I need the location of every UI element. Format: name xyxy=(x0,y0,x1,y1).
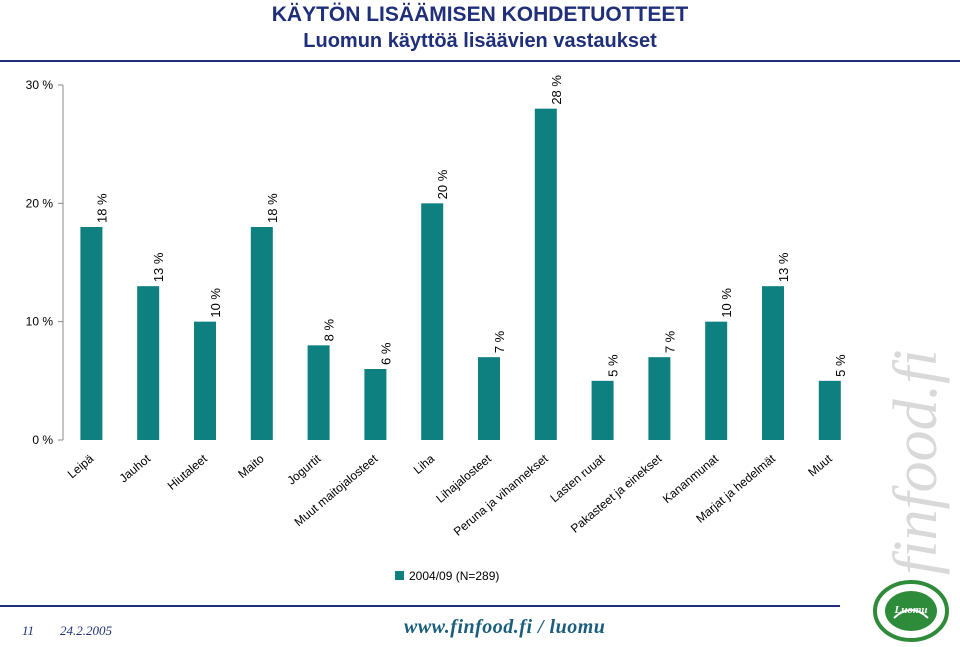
legend-label: 2004/09 (N=289) xyxy=(409,569,499,583)
data-label: 18 % xyxy=(265,193,280,223)
x-tick-label: Lihajalosteet xyxy=(433,451,494,505)
data-label: 7 % xyxy=(662,330,677,353)
data-label: 20 % xyxy=(435,169,450,199)
data-label: 18 % xyxy=(94,193,109,223)
data-label: 8 % xyxy=(322,318,337,341)
bar xyxy=(762,286,784,440)
svg-text:finfood.fi: finfood.fi xyxy=(882,349,950,575)
x-tick-label: Jogurtit xyxy=(284,451,324,487)
finfood-watermark-logo: finfood.fi xyxy=(882,349,950,575)
data-label: 5 % xyxy=(606,354,621,377)
bar-chart: 0 % 10 % 20 % 30 % 18 % Leipä 13 % Jauhot 10 % Hi… xyxy=(26,75,848,583)
x-tick-label: Lasten ruuat xyxy=(547,451,608,505)
y-tick-label: 10 % xyxy=(26,315,54,329)
page-number: 11 xyxy=(22,623,35,638)
data-label: 7 % xyxy=(492,330,507,353)
x-tick-label: Liha xyxy=(411,451,438,477)
bar xyxy=(705,321,728,440)
footer-url: www.finfood.fi / luomu xyxy=(404,616,606,638)
bar xyxy=(591,380,614,440)
bar xyxy=(80,227,103,440)
bar xyxy=(194,321,216,440)
data-label: 10 % xyxy=(208,288,223,318)
bar xyxy=(534,108,557,440)
data-label: 6 % xyxy=(378,342,393,365)
footer-divider xyxy=(0,605,840,607)
data-label: 13 % xyxy=(151,252,166,282)
x-tick-label: Maito xyxy=(235,451,267,481)
bar xyxy=(364,369,387,440)
x-tick-label: Jauhot xyxy=(117,451,154,485)
bar xyxy=(250,227,273,440)
data-label: 10 % xyxy=(719,288,734,318)
chart-title: KÄYTÖN LISÄÄMISEN KOHDETUOTTEET xyxy=(271,3,689,26)
x-tick-label: Hiutaleet xyxy=(165,451,211,493)
svg-text:Luomu: Luomu xyxy=(893,604,927,616)
data-label: 28 % xyxy=(549,75,564,105)
bar xyxy=(818,380,841,440)
y-tick-label: 20 % xyxy=(26,196,54,210)
bar xyxy=(478,357,500,440)
bar xyxy=(648,357,671,440)
data-label: 13 % xyxy=(776,252,791,282)
bar xyxy=(137,286,160,440)
y-tick-label: 30 % xyxy=(26,78,54,92)
luomu-seal-logo: Luomu xyxy=(873,580,949,642)
header-divider xyxy=(0,60,960,62)
x-tick-label: Leipä xyxy=(65,451,97,481)
footer-date: 24.2.2005 xyxy=(60,623,112,638)
bar xyxy=(421,203,444,440)
y-tick-label: 0 % xyxy=(32,433,53,447)
data-label: 5 % xyxy=(833,354,848,377)
chart-subtitle: Luomun käyttöä lisäävien vastaukset xyxy=(303,30,657,52)
x-tick-label: Peruna ja vihannekset xyxy=(451,451,551,538)
x-tick-label: Muut xyxy=(805,451,835,479)
legend-swatch xyxy=(395,571,404,580)
bar xyxy=(307,345,330,440)
